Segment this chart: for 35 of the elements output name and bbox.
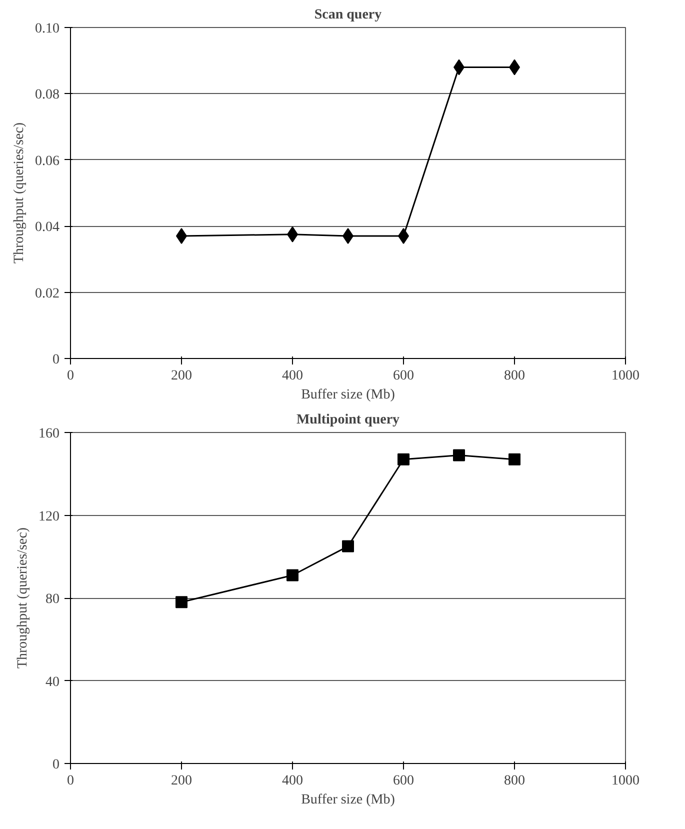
x-tick-label: 400 bbox=[282, 774, 303, 788]
x-tick-label: 0 bbox=[67, 774, 74, 788]
point bbox=[342, 540, 354, 552]
x-tick-label: 400 bbox=[282, 368, 303, 384]
y-tick-label: 0 bbox=[52, 352, 60, 368]
y-tick-label: 80 bbox=[46, 592, 60, 607]
y-tick-label: 0.02 bbox=[35, 286, 60, 302]
point bbox=[453, 449, 465, 462]
x-tick-label: 600 bbox=[393, 774, 414, 788]
y-tick-label: 0.10 bbox=[35, 22, 60, 36]
y-tick-label: 40 bbox=[46, 674, 60, 690]
x-tick-label: 1000 bbox=[612, 774, 640, 788]
x-axis-title: Buffer size (Mb) bbox=[301, 792, 396, 808]
x-tick-label: 600 bbox=[393, 368, 414, 384]
x-tick-label: 0 bbox=[67, 368, 74, 384]
x-tick-label: 200 bbox=[171, 368, 192, 384]
y-tick-label: 0.04 bbox=[35, 220, 60, 236]
y-axis-title: Throughput (queries/sec) bbox=[12, 122, 27, 264]
point bbox=[286, 569, 298, 582]
y-tick-label: 120 bbox=[38, 509, 60, 524]
y-tick-label: 160 bbox=[38, 426, 60, 442]
y-tick-label: 0.06 bbox=[35, 154, 60, 169]
y-tick-label: 0 bbox=[52, 758, 60, 772]
x-tick-label: 800 bbox=[504, 368, 525, 384]
chart-title: Multipoint query bbox=[296, 412, 400, 428]
x-axis-title: Buffer size (Mb) bbox=[301, 388, 396, 402]
x-tick-label: 800 bbox=[504, 774, 525, 788]
y-axis-title: Throughput (queries/sec) bbox=[16, 527, 30, 669]
x-tick-label: 200 bbox=[171, 774, 192, 788]
chart-title: Scan query bbox=[314, 8, 382, 22]
x-tick-label: 1000 bbox=[612, 368, 640, 384]
point bbox=[176, 596, 188, 608]
point bbox=[398, 453, 410, 466]
point bbox=[508, 453, 520, 466]
y-tick-label: 0.08 bbox=[35, 88, 60, 103]
